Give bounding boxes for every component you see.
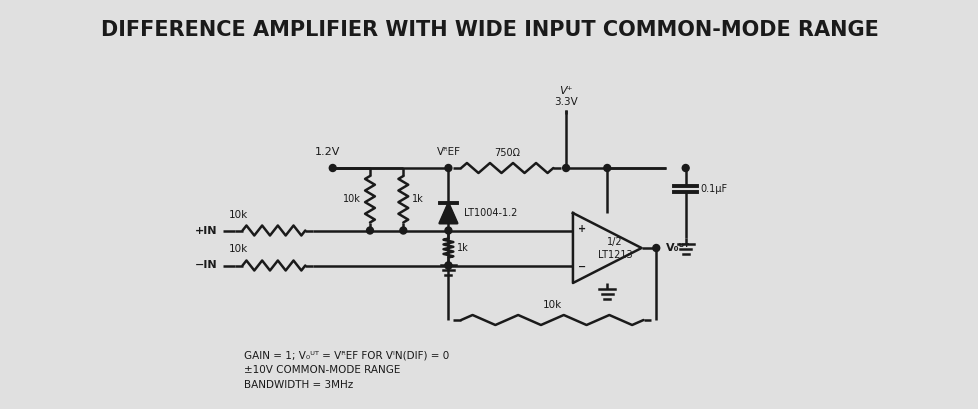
Text: +: + xyxy=(577,225,585,234)
Text: 10k: 10k xyxy=(343,194,361,204)
Polygon shape xyxy=(439,203,457,223)
Text: −IN: −IN xyxy=(195,261,217,270)
Circle shape xyxy=(329,164,335,171)
Text: 750Ω: 750Ω xyxy=(494,148,519,158)
Circle shape xyxy=(366,227,373,234)
Text: DIFFERENCE AMPLIFIER WITH WIDE INPUT COMMON-MODE RANGE: DIFFERENCE AMPLIFIER WITH WIDE INPUT COM… xyxy=(101,20,877,40)
Circle shape xyxy=(562,164,569,171)
Text: 0.1μF: 0.1μF xyxy=(699,184,727,194)
Circle shape xyxy=(445,262,452,269)
Text: ±10V COMMON-MODE RANGE: ±10V COMMON-MODE RANGE xyxy=(244,365,400,375)
Circle shape xyxy=(682,164,689,171)
Text: 1/2: 1/2 xyxy=(606,237,622,247)
Text: +IN: +IN xyxy=(195,225,217,236)
Circle shape xyxy=(445,164,452,171)
Text: 10k: 10k xyxy=(229,245,248,254)
Text: VᴿEF: VᴿEF xyxy=(436,147,460,157)
Text: V₀ᵁᵀ: V₀ᵁᵀ xyxy=(665,243,689,253)
Text: 10k: 10k xyxy=(229,209,248,220)
Circle shape xyxy=(445,227,452,234)
Circle shape xyxy=(399,227,406,234)
Text: LT1004-1.2: LT1004-1.2 xyxy=(464,208,517,218)
Text: LT1213: LT1213 xyxy=(598,250,632,260)
Text: BANDWIDTH = 3MHz: BANDWIDTH = 3MHz xyxy=(244,380,353,390)
Text: 1k: 1k xyxy=(457,243,468,253)
Text: 1k: 1k xyxy=(412,194,423,204)
Text: 10k: 10k xyxy=(542,300,561,310)
Circle shape xyxy=(652,245,659,252)
Text: −: − xyxy=(577,261,585,272)
Text: 3.3V: 3.3V xyxy=(554,97,577,107)
Text: V⁺: V⁺ xyxy=(558,86,572,96)
Circle shape xyxy=(445,262,452,269)
Circle shape xyxy=(603,164,610,171)
Text: GAIN = 1; V₀ᵁᵀ = VᴿEF FOR VᴵN(DIF) = 0: GAIN = 1; V₀ᵁᵀ = VᴿEF FOR VᴵN(DIF) = 0 xyxy=(244,350,449,360)
Text: 1.2V: 1.2V xyxy=(315,147,340,157)
